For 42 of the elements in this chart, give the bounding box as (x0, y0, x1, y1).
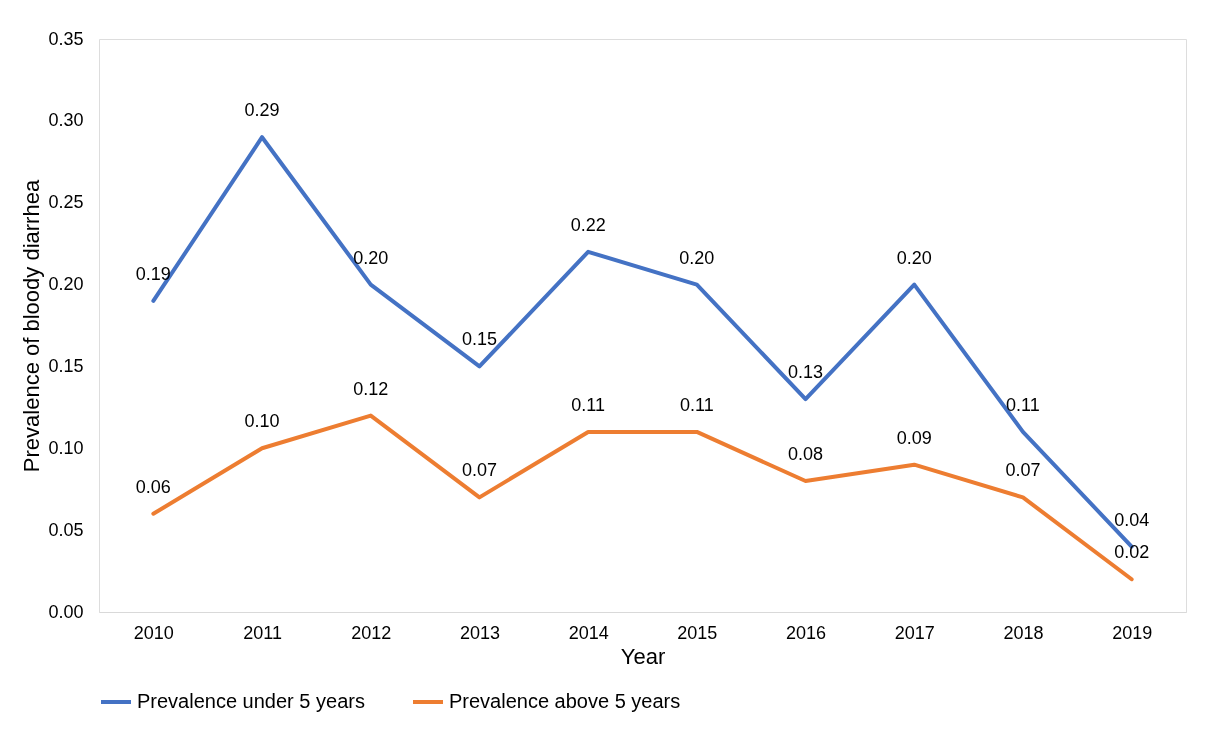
y-tick-label: 0.20 (48, 274, 84, 295)
legend-label: Prevalence under 5 years (137, 690, 365, 712)
data-label: 0.20 (679, 247, 715, 268)
data-label: 0.15 (461, 329, 497, 350)
y-tick-label: 0.00 (48, 601, 84, 622)
x-tick-label: 2011 (243, 622, 282, 643)
x-tick-label: 2016 (786, 622, 827, 643)
y-tick-label: 0.15 (48, 355, 84, 376)
data-label: 0.22 (570, 214, 606, 235)
y-tick-label: 0.25 (48, 192, 84, 213)
data-label: 0.19 (135, 263, 171, 284)
data-label: 0.12 (353, 378, 389, 399)
data-label: 0.11 (680, 394, 714, 415)
data-label: 0.09 (896, 427, 932, 448)
data-label: 0.06 (135, 476, 171, 497)
x-tick-label: 2015 (677, 622, 718, 643)
y-tick-label: 0.05 (48, 519, 84, 540)
x-tick-label: 2013 (459, 622, 500, 643)
y-tick-label: 0.35 (48, 28, 84, 49)
data-label: 0.20 (353, 247, 389, 268)
data-label: 0.02 (1114, 542, 1150, 563)
legend-label: Prevalence above 5 years (449, 690, 681, 712)
data-label: 0.11 (1006, 394, 1040, 415)
x-tick-label: 2010 (133, 622, 174, 643)
data-label: 0.10 (244, 411, 280, 432)
data-label: 0.29 (244, 100, 280, 121)
data-label: 0.13 (788, 362, 824, 383)
data-label: 0.08 (788, 444, 824, 465)
y-tick-label: 0.10 (48, 437, 84, 458)
x-axis-title: Year (620, 643, 666, 669)
x-tick-label: 2019 (1112, 622, 1153, 643)
x-tick-label: 2017 (894, 622, 935, 643)
data-label: 0.11 (571, 394, 605, 415)
x-tick-label: 2018 (1003, 622, 1044, 643)
data-label: 0.20 (896, 247, 932, 268)
y-axis-title: Prevalence of bloody diarrhea (19, 179, 45, 473)
x-tick-label: 2012 (351, 622, 392, 643)
data-label: 0.07 (1005, 460, 1041, 481)
y-tick-label: 0.30 (48, 110, 84, 131)
data-label: 0.04 (1114, 509, 1150, 530)
data-label: 0.07 (461, 460, 497, 481)
x-tick-label: 2014 (568, 622, 609, 643)
